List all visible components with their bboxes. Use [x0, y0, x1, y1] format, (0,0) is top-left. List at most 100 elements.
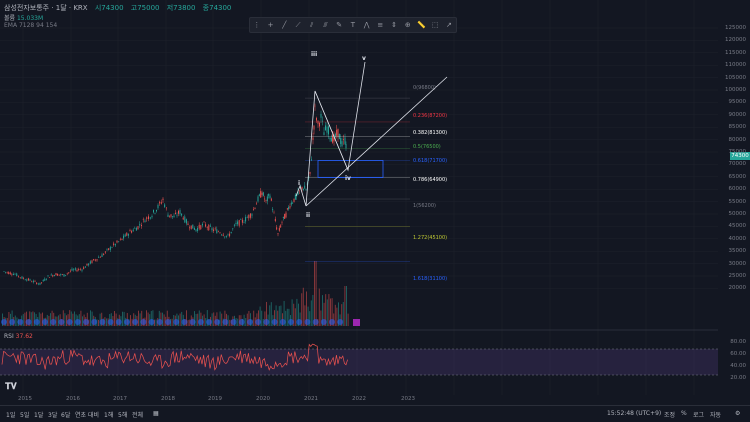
rsi-label: RSI — [4, 333, 14, 340]
dividend-marker — [247, 319, 253, 325]
brush-icon[interactable]: ✎ — [336, 21, 343, 29]
candle-body — [76, 269, 78, 272]
candle-body — [265, 199, 267, 201]
candle-body — [288, 207, 290, 210]
long-position-icon[interactable]: ⬚ — [431, 21, 439, 29]
channel-icon[interactable]: ⫻ — [323, 20, 328, 29]
fib-icon[interactable]: ≡ — [377, 21, 384, 29]
trend-line-icon[interactable]: ╱ — [282, 21, 287, 29]
volume-bar — [195, 313, 197, 326]
rsi-band — [0, 349, 718, 375]
candle-body — [84, 266, 86, 268]
volume-bar — [187, 319, 189, 326]
candle-body — [31, 281, 33, 283]
candle-body — [78, 269, 80, 270]
volume-legend[interactable]: 볼륨 15.033M — [4, 13, 43, 22]
candle-body — [317, 120, 319, 124]
range-6m[interactable]: 6달 — [61, 412, 71, 419]
volume-bar — [325, 294, 327, 326]
range-1m[interactable]: 1달 — [34, 412, 44, 419]
volume-bar — [62, 310, 64, 326]
ohlc-low: 저73800 — [166, 4, 196, 12]
volume-bar — [88, 319, 90, 326]
volume-bar — [171, 318, 173, 326]
dividend-marker — [312, 319, 319, 325]
time-tick: 2018 — [161, 396, 175, 402]
volume-bar — [344, 286, 346, 326]
rsi-legend[interactable]: RSI 37.62 — [4, 333, 33, 340]
fib-level-0382: 0.382(81300) — [413, 130, 448, 136]
range-5d[interactable]: 5일 — [20, 412, 30, 419]
symbol-header: 삼성전자보통주 · 1달 · KRX 시74300 고75000 저73800 … — [4, 3, 236, 13]
price-tick: 115000 — [725, 49, 746, 56]
ruler-icon[interactable]: 📏 — [417, 21, 426, 29]
candle-body — [280, 225, 282, 228]
range-5y[interactable]: 5해 — [118, 412, 128, 419]
volume-bar — [347, 313, 349, 326]
adjust-toggle[interactable]: 조정 — [664, 412, 676, 419]
candle-body — [135, 227, 137, 231]
candle-body — [284, 214, 286, 219]
pitchfork-icon[interactable]: ⫽ — [310, 20, 314, 29]
crosshair-icon[interactable]: + — [267, 21, 274, 29]
symbol-name[interactable]: 삼성전자보통주 · 1달 · KRX — [4, 4, 88, 12]
candle-body — [266, 196, 268, 202]
prediction-icon[interactable]: ↗ — [445, 21, 452, 29]
fib-level-1: 1(56200) — [413, 203, 436, 209]
dividend-marker — [279, 319, 286, 325]
settings-icon[interactable]: ⚙ — [735, 410, 741, 417]
candle-body — [114, 243, 116, 246]
price-chart[interactable] — [0, 0, 718, 395]
candle-body — [129, 230, 131, 232]
log-toggle[interactable]: 로그 — [693, 412, 705, 419]
volume-bar — [206, 310, 208, 326]
price-tick: 90000 — [728, 111, 747, 118]
candle-body — [101, 254, 103, 257]
volume-bar — [318, 288, 320, 326]
candle-body — [50, 274, 52, 276]
price-axis[interactable]: 74300 125000 120000 115000 110000 105000 1000… — [718, 0, 750, 395]
candle-body — [148, 216, 149, 220]
candle-body — [224, 236, 226, 238]
candle-body — [344, 137, 346, 144]
volume-bar — [82, 316, 83, 326]
calendar-icon[interactable]: ▦ — [153, 410, 159, 417]
volume-bar — [331, 298, 333, 326]
drag-handle-icon[interactable]: ⋮ — [253, 21, 261, 29]
range-1d[interactable]: 1일 — [6, 412, 16, 419]
measure-icon[interactable]: ⇕ — [391, 21, 397, 29]
price-tick: 80000 — [728, 136, 747, 143]
zoom-icon[interactable]: ⊕ — [404, 21, 411, 29]
range-1y[interactable]: 1해 — [104, 412, 114, 419]
candle-body — [108, 248, 110, 251]
candle-body — [214, 228, 216, 230]
volume-bar — [8, 311, 10, 326]
candle-body — [160, 202, 162, 204]
tradingview-logo-icon[interactable]: 𝐓𝐕 — [5, 382, 17, 392]
range-3m[interactable]: 3달 — [48, 412, 58, 419]
ema-legend[interactable]: EMA 7128 94 154 — [4, 22, 57, 29]
range-all[interactable]: 전체 — [132, 412, 144, 419]
candle-body — [88, 263, 90, 266]
pattern-icon[interactable]: ⋀ — [363, 21, 370, 29]
ray-icon[interactable]: ⟋ — [295, 20, 301, 29]
time-axis[interactable]: 2015 2016 2017 2018 2019 2020 2021 2022 2023 — [0, 395, 718, 404]
candle-body — [132, 229, 134, 232]
percent-toggle[interactable]: % — [681, 410, 687, 417]
volume-bar — [310, 300, 312, 326]
candle-body — [304, 185, 306, 189]
candle-body — [172, 215, 173, 217]
elliott-wave-path — [295, 61, 366, 207]
text-icon[interactable]: T — [350, 21, 356, 29]
range-ytd[interactable]: 연초 대비 — [75, 412, 99, 419]
auto-toggle[interactable]: 자동 — [710, 412, 722, 419]
price-tick: 120000 — [725, 37, 746, 44]
candle-body — [282, 216, 284, 219]
volume-bar — [261, 310, 263, 326]
volume-bar — [306, 291, 307, 326]
clock-time[interactable]: 15:52:48 (UTC+9) — [607, 410, 662, 417]
candle-body — [69, 270, 71, 272]
volume-bar — [213, 312, 215, 326]
candle-body — [312, 137, 314, 140]
ohlc-close: 종74300 — [202, 4, 232, 12]
